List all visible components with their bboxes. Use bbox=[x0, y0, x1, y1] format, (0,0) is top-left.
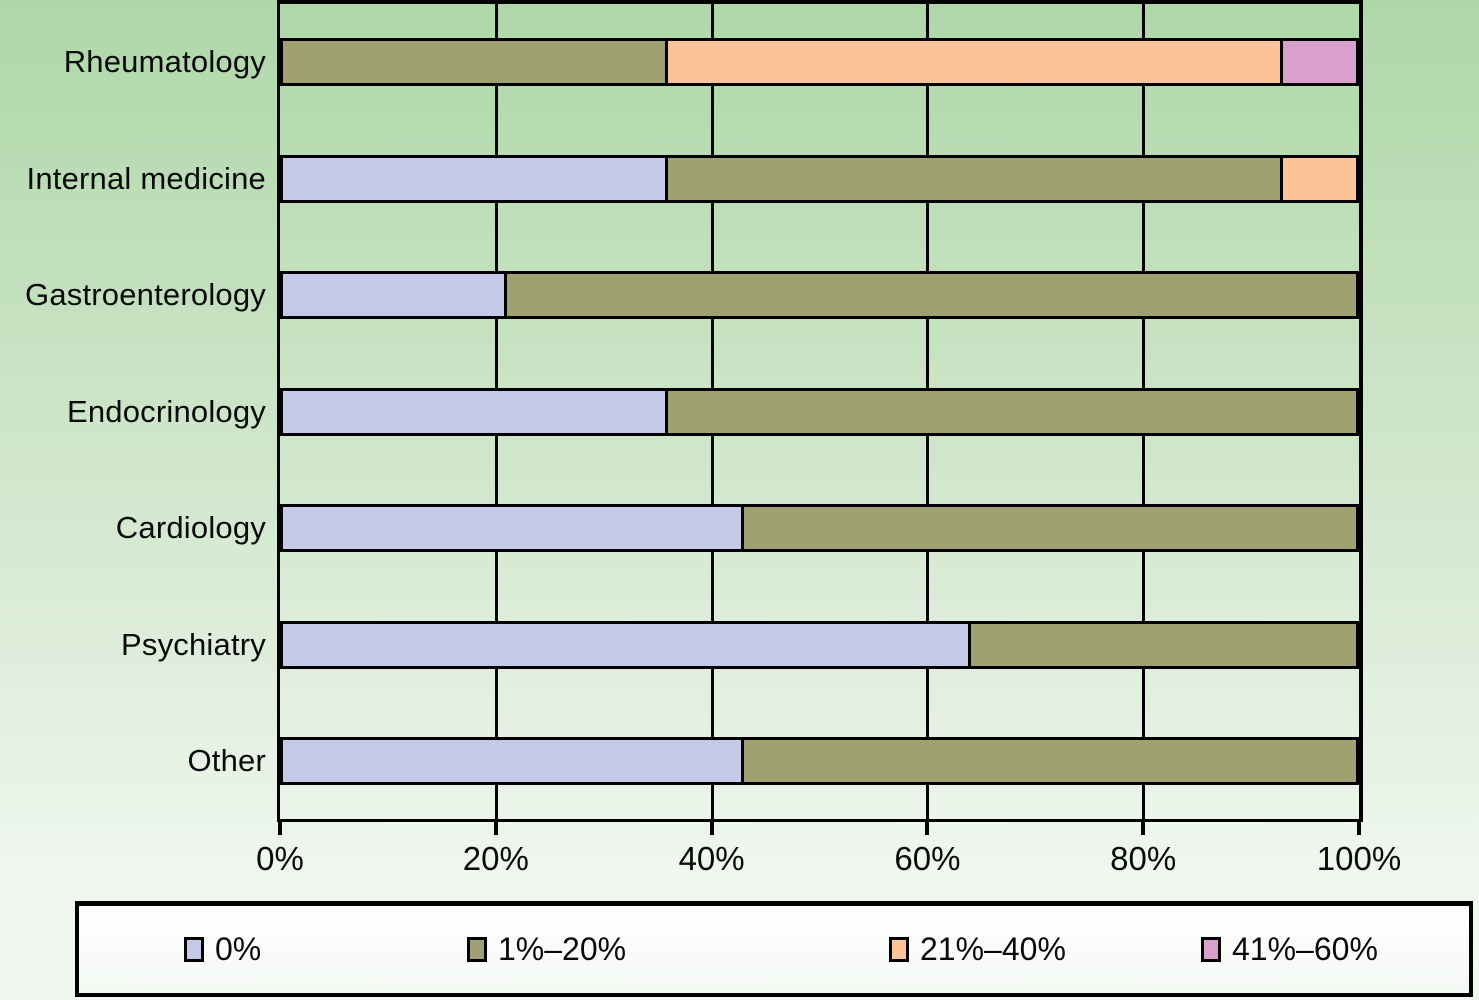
x-axis-tick-20 bbox=[493, 822, 498, 835]
x-axis: 0% 20% 40% 60% 80% 100% bbox=[256, 822, 1401, 892]
bar-segment-0- bbox=[280, 154, 669, 203]
x-axis-tick-60 bbox=[925, 822, 930, 835]
bar-segment-1-20- bbox=[743, 737, 1359, 785]
legend-swatch-icon bbox=[1201, 937, 1221, 962]
legend-label: 0% bbox=[215, 931, 262, 967]
x-axis-tick-80 bbox=[1141, 822, 1146, 835]
bar-row-cardiology bbox=[280, 504, 1359, 552]
bar-row-psychiatry bbox=[280, 620, 1359, 669]
x-axis-label-20: 20% bbox=[462, 840, 529, 877]
bar-segment-1-20- bbox=[970, 620, 1359, 669]
bar-segment-21-40- bbox=[668, 38, 1284, 86]
legend: 0% 1%–20% 21%–40% 41%–60% bbox=[75, 901, 1473, 997]
category-label-endocrinology: Endocrinology bbox=[66, 393, 266, 429]
bar-segment-1-20- bbox=[668, 387, 1359, 436]
legend-label: 21%–40% bbox=[920, 931, 1066, 967]
legend-label: 41%–60% bbox=[1232, 931, 1378, 967]
legend-item-0-: 0% bbox=[184, 906, 261, 993]
bar-segment-1-20- bbox=[280, 38, 669, 86]
bar-segment-0- bbox=[280, 271, 507, 319]
legend-item-41-60-: 41%–60% bbox=[1201, 906, 1378, 993]
x-axis-tick-100 bbox=[1357, 822, 1361, 835]
category-label-psychiatry: Psychiatry bbox=[121, 626, 266, 662]
x-axis-tick-40 bbox=[709, 822, 714, 835]
bar-row-other bbox=[280, 737, 1359, 785]
bar-segment-41-60- bbox=[1283, 38, 1359, 86]
category-label-other: Other bbox=[187, 743, 266, 778]
x-axis-tick-0 bbox=[278, 822, 282, 835]
bar-segment-1-20- bbox=[743, 504, 1359, 552]
bar-segment-21-40- bbox=[1283, 154, 1359, 203]
legend-swatch-icon bbox=[467, 937, 487, 962]
x-axis-label-0: 0% bbox=[256, 840, 304, 877]
bar-segment-1-20- bbox=[506, 271, 1359, 319]
x-axis-label-80: 80% bbox=[1110, 840, 1177, 877]
category-label-rheumatology: Rheumatology bbox=[63, 44, 266, 79]
legend-swatch-icon bbox=[184, 937, 204, 962]
bar-segment-0- bbox=[280, 737, 744, 785]
bar-segment-0- bbox=[280, 504, 744, 552]
bar-row-gastroenterology bbox=[280, 271, 1359, 319]
bar-segment-0- bbox=[280, 387, 669, 436]
bar-row-internal-medicine bbox=[280, 154, 1359, 203]
legend-label: 1%–20% bbox=[498, 931, 627, 967]
bar-segment-0- bbox=[280, 620, 971, 669]
category-label-gastroenterology: Gastroenterology bbox=[25, 277, 266, 312]
plot-area bbox=[277, 0, 1363, 822]
category-label-cardiology: Cardiology bbox=[115, 510, 266, 545]
x-axis-label-60: 60% bbox=[894, 840, 961, 877]
bar-row-endocrinology bbox=[280, 387, 1359, 436]
bar-segment-1-20- bbox=[668, 154, 1284, 203]
legend-item-1-20-: 1%–20% bbox=[467, 906, 626, 993]
legend-item-21-40-: 21%–40% bbox=[889, 906, 1066, 993]
x-axis-label-40: 40% bbox=[678, 840, 745, 877]
x-axis-label-100: 100% bbox=[1316, 840, 1402, 877]
bar-row-rheumatology bbox=[280, 38, 1359, 86]
category-label-internal-medicine: Internal medicine bbox=[26, 160, 266, 196]
legend-swatch-icon bbox=[889, 937, 909, 962]
